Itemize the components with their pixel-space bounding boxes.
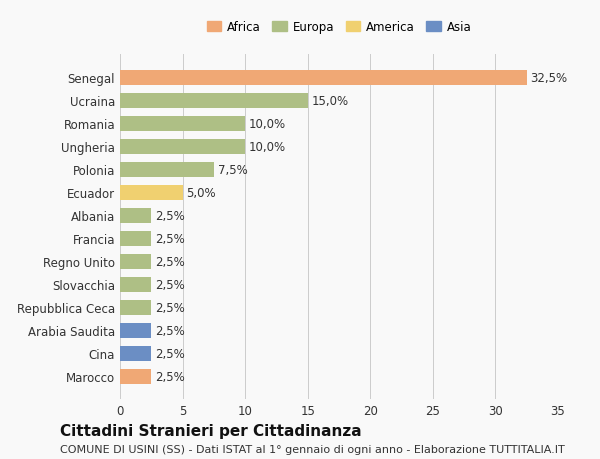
Text: 7,5%: 7,5% bbox=[218, 163, 247, 176]
Bar bbox=[120, 162, 214, 177]
Bar bbox=[120, 254, 151, 269]
Bar bbox=[120, 346, 151, 361]
Bar bbox=[120, 140, 245, 154]
Legend: Africa, Europa, America, Asia: Africa, Europa, America, Asia bbox=[202, 16, 476, 39]
Bar bbox=[120, 94, 308, 109]
Text: 2,5%: 2,5% bbox=[155, 324, 185, 337]
Text: 2,5%: 2,5% bbox=[155, 301, 185, 314]
Text: 2,5%: 2,5% bbox=[155, 278, 185, 291]
Bar bbox=[120, 231, 151, 246]
Text: 2,5%: 2,5% bbox=[155, 209, 185, 222]
Text: 2,5%: 2,5% bbox=[155, 255, 185, 268]
Bar bbox=[120, 323, 151, 338]
Text: Cittadini Stranieri per Cittadinanza: Cittadini Stranieri per Cittadinanza bbox=[60, 423, 362, 438]
Text: 2,5%: 2,5% bbox=[155, 347, 185, 360]
Bar bbox=[120, 277, 151, 292]
Text: 10,0%: 10,0% bbox=[249, 140, 286, 153]
Bar bbox=[120, 369, 151, 384]
Text: 15,0%: 15,0% bbox=[311, 95, 349, 107]
Text: 10,0%: 10,0% bbox=[249, 118, 286, 130]
Text: COMUNE DI USINI (SS) - Dati ISTAT al 1° gennaio di ogni anno - Elaborazione TUTT: COMUNE DI USINI (SS) - Dati ISTAT al 1° … bbox=[60, 444, 565, 454]
Text: 2,5%: 2,5% bbox=[155, 232, 185, 245]
Bar bbox=[120, 208, 151, 223]
Bar bbox=[120, 300, 151, 315]
Bar bbox=[120, 71, 527, 86]
Text: 2,5%: 2,5% bbox=[155, 370, 185, 383]
Bar bbox=[120, 117, 245, 131]
Bar bbox=[120, 185, 182, 200]
Text: 32,5%: 32,5% bbox=[530, 72, 568, 84]
Text: 5,0%: 5,0% bbox=[187, 186, 216, 199]
